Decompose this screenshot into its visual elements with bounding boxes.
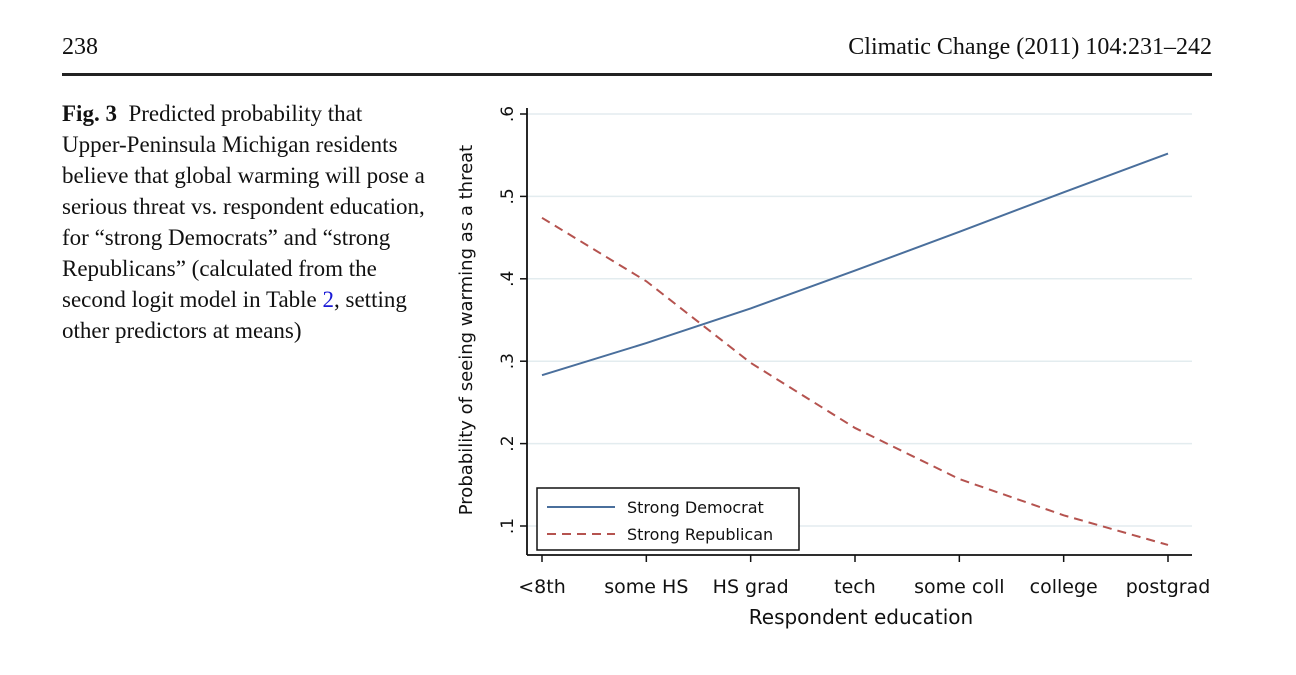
x-tick-label-5: college xyxy=(1030,576,1098,598)
table-reference-link[interactable]: 2 xyxy=(322,287,335,312)
y-tick-label-1: .2 xyxy=(498,435,518,451)
legend-label-0: Strong Democrat xyxy=(627,498,764,517)
y-tick-label-3: .4 xyxy=(498,271,518,287)
y-axis-title: Probability of seeing warming as a threa… xyxy=(456,145,477,515)
x-tick-label-6: postgrad xyxy=(1126,576,1211,598)
series-line-1 xyxy=(541,216,1169,546)
caption-text-end: , setting other predictors at means) xyxy=(62,287,407,343)
axes: .1 .2 .3 .4 .5 .6 <8th some HS HS grad tech some c… xyxy=(498,106,1210,598)
x-tick-label-4: some coll xyxy=(914,576,1004,598)
x-axis-title: Respondent education xyxy=(749,605,973,629)
y-tick-label-4: .5 xyxy=(498,188,518,204)
x-tick-label-2: HS grad xyxy=(713,576,789,598)
legend-box xyxy=(536,487,800,551)
journal-header: Climatic Change (2011) 104:231–242 xyxy=(848,34,1212,60)
y-tick-label-0: .1 xyxy=(498,518,518,534)
header-rule xyxy=(62,73,1212,76)
line-chart: .1 .2 .3 .4 .5 .6 <8th some HS HS grad tech some c… xyxy=(456,106,1210,629)
x-tick-label-0: <8th xyxy=(518,576,566,598)
x-tick-label-3: tech xyxy=(834,576,876,598)
caption-text: Predicted probability that Upper-Peninsu… xyxy=(62,101,425,312)
y-tick-label-5: .6 xyxy=(498,106,518,122)
series-line-0 xyxy=(541,152,1169,377)
x-tick-label-1: some HS xyxy=(604,576,688,598)
figure-label: Fig. 3 xyxy=(62,101,117,126)
page-number: 238 xyxy=(62,34,98,60)
legend: Strong Democrat Strong Republican xyxy=(536,487,800,551)
figure-caption: Fig. 3 Predicted probability that Upper-… xyxy=(62,98,432,346)
grid-lines xyxy=(527,113,1192,527)
legend-label-1: Strong Republican xyxy=(627,525,773,544)
y-tick-label-2: .3 xyxy=(498,353,518,369)
series-lines xyxy=(541,152,1169,546)
